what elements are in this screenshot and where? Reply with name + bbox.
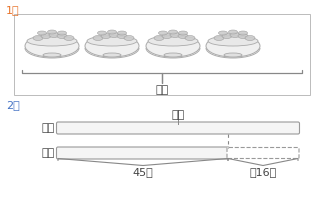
Ellipse shape bbox=[228, 30, 237, 34]
Ellipse shape bbox=[179, 31, 188, 35]
Ellipse shape bbox=[146, 35, 200, 57]
Text: 45本: 45本 bbox=[133, 168, 153, 177]
Ellipse shape bbox=[43, 53, 61, 57]
Text: ？颗: ？颗 bbox=[156, 85, 168, 95]
Ellipse shape bbox=[64, 35, 74, 41]
Ellipse shape bbox=[109, 32, 119, 37]
Ellipse shape bbox=[222, 34, 232, 39]
Text: ？本: ？本 bbox=[171, 110, 185, 120]
Ellipse shape bbox=[208, 36, 258, 46]
Ellipse shape bbox=[148, 36, 198, 46]
Ellipse shape bbox=[49, 32, 59, 37]
Ellipse shape bbox=[206, 35, 260, 57]
Ellipse shape bbox=[25, 35, 79, 57]
Ellipse shape bbox=[57, 34, 67, 39]
Ellipse shape bbox=[93, 35, 103, 41]
Ellipse shape bbox=[164, 53, 182, 57]
FancyBboxPatch shape bbox=[227, 147, 299, 159]
Ellipse shape bbox=[214, 35, 224, 41]
Ellipse shape bbox=[124, 35, 134, 41]
Ellipse shape bbox=[117, 34, 127, 39]
Text: 2．: 2． bbox=[6, 100, 20, 110]
Ellipse shape bbox=[238, 34, 248, 39]
Ellipse shape bbox=[238, 31, 248, 35]
Ellipse shape bbox=[48, 30, 56, 34]
Ellipse shape bbox=[170, 32, 180, 37]
Ellipse shape bbox=[98, 31, 107, 35]
Ellipse shape bbox=[38, 31, 47, 35]
FancyBboxPatch shape bbox=[56, 147, 229, 159]
Ellipse shape bbox=[154, 35, 164, 41]
Ellipse shape bbox=[87, 36, 137, 46]
Ellipse shape bbox=[108, 30, 117, 34]
Ellipse shape bbox=[101, 34, 111, 39]
Ellipse shape bbox=[27, 36, 77, 46]
Bar bbox=[14, 14, 310, 95]
Text: 1．: 1． bbox=[6, 5, 20, 15]
Text: 甲：: 甲： bbox=[42, 123, 55, 133]
Ellipse shape bbox=[162, 34, 172, 39]
Ellipse shape bbox=[224, 53, 242, 57]
Ellipse shape bbox=[218, 31, 227, 35]
Ellipse shape bbox=[158, 31, 168, 35]
Ellipse shape bbox=[103, 53, 121, 57]
Ellipse shape bbox=[185, 35, 195, 41]
FancyBboxPatch shape bbox=[56, 122, 299, 134]
Ellipse shape bbox=[245, 35, 255, 41]
Text: 乙：: 乙： bbox=[42, 148, 55, 158]
Ellipse shape bbox=[85, 35, 139, 57]
Ellipse shape bbox=[57, 31, 66, 35]
Ellipse shape bbox=[33, 35, 43, 41]
Ellipse shape bbox=[178, 34, 188, 39]
Ellipse shape bbox=[118, 31, 126, 35]
Ellipse shape bbox=[230, 32, 240, 37]
Ellipse shape bbox=[41, 34, 51, 39]
Text: 少16本: 少16本 bbox=[249, 168, 277, 177]
Ellipse shape bbox=[168, 30, 178, 34]
